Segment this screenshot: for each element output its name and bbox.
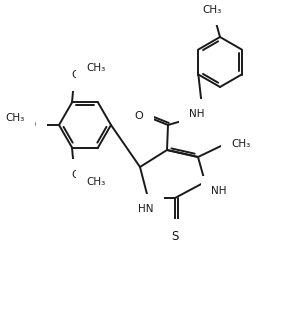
Text: NH: NH [211,186,227,196]
Text: CH₃: CH₃ [86,64,105,73]
Text: CH₃: CH₃ [202,5,222,15]
Text: CH₃: CH₃ [86,176,105,187]
Text: CH₃: CH₃ [231,139,250,149]
Text: O: O [135,111,143,121]
Text: O: O [72,70,80,81]
Text: O: O [72,170,80,179]
Text: O: O [28,120,36,130]
Text: HN: HN [138,204,154,214]
Text: CH₃: CH₃ [5,113,25,123]
Text: NH: NH [189,109,205,119]
Text: S: S [171,231,179,243]
